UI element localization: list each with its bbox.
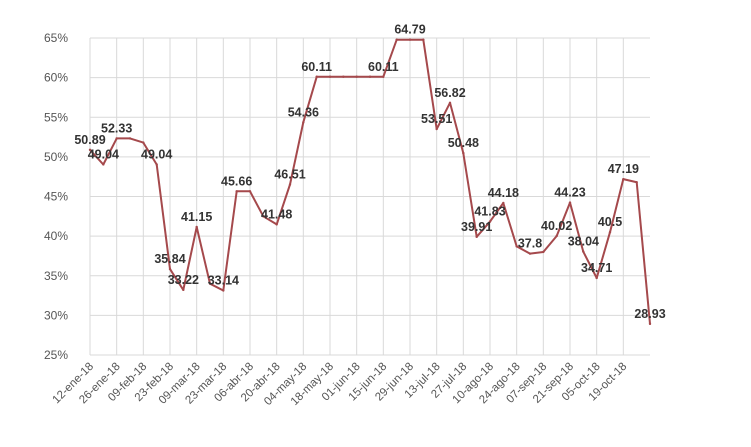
y-tick-label: 45%	[44, 190, 68, 204]
data-label: 41.48	[261, 207, 292, 221]
data-point	[368, 75, 372, 78]
data-point	[528, 252, 532, 255]
data-label: 52.33	[101, 121, 132, 135]
data-point	[355, 75, 358, 78]
data-point	[155, 163, 158, 166]
data-label: 50.48	[448, 136, 479, 150]
data-label: 53.51	[421, 112, 452, 126]
data-point	[648, 322, 652, 326]
data-label: 49.04	[88, 147, 119, 161]
data-point	[328, 75, 332, 78]
data-label: 33.22	[168, 273, 199, 287]
data-point	[502, 201, 505, 205]
data-point	[635, 181, 638, 184]
data-point	[102, 163, 105, 166]
data-label: 38.04	[568, 235, 599, 249]
data-point	[288, 183, 292, 186]
data-point	[88, 148, 92, 152]
data-point	[582, 250, 585, 253]
y-tick-label: 25%	[44, 348, 68, 362]
data-point	[382, 75, 385, 78]
data-point	[222, 289, 225, 292]
y-tick-label: 35%	[44, 269, 68, 283]
data-point	[408, 38, 412, 41]
data-label: 41.15	[181, 210, 212, 224]
data-point	[622, 177, 625, 181]
data-point	[182, 288, 185, 292]
y-tick-label: 60%	[44, 71, 68, 85]
data-point	[168, 267, 172, 271]
data-point	[395, 38, 398, 41]
data-label: 40.02	[541, 219, 572, 233]
data-point	[462, 151, 465, 155]
data-label: 50.89	[74, 133, 105, 147]
data-point	[315, 75, 318, 78]
data-point	[208, 282, 212, 285]
data-point	[275, 223, 278, 226]
data-label: 64.79	[394, 23, 425, 37]
data-label: 46.51	[274, 168, 305, 182]
data-label: 28.93	[634, 307, 665, 321]
data-point	[435, 127, 438, 131]
data-point	[342, 75, 345, 78]
data-point	[115, 137, 118, 140]
data-point	[248, 190, 252, 193]
data-point	[422, 38, 425, 41]
data-point	[302, 121, 305, 124]
data-label: 60.11	[368, 60, 399, 74]
y-tick-label: 30%	[44, 308, 68, 322]
data-point	[568, 201, 572, 204]
data-label: 39.91	[461, 220, 492, 234]
data-point	[448, 101, 452, 105]
data-point	[555, 234, 558, 238]
data-label: 34.71	[581, 261, 612, 275]
data-label: 35.84	[154, 252, 185, 266]
y-tick-label: 40%	[44, 229, 68, 243]
data-label: 37.8	[518, 237, 542, 251]
data-label: 60.11	[301, 60, 332, 74]
data-label: 56.82	[434, 86, 465, 100]
data-point	[475, 235, 478, 239]
data-label: 45.66	[221, 174, 252, 188]
data-point	[515, 245, 518, 248]
data-label: 54.36	[288, 105, 319, 119]
data-point	[195, 225, 198, 229]
data-point	[595, 276, 598, 280]
data-point	[488, 220, 492, 223]
data-point	[262, 215, 265, 218]
data-label: 44.23	[554, 186, 585, 200]
data-label: 49.04	[141, 147, 172, 161]
data-point	[608, 230, 612, 234]
data-label: 40.5	[598, 215, 622, 229]
data-point	[142, 141, 145, 144]
data-label: 47.19	[608, 162, 639, 176]
y-tick-label: 50%	[44, 150, 68, 164]
data-label: 44.18	[488, 186, 519, 200]
data-point	[128, 137, 132, 140]
data-point	[235, 190, 238, 193]
data-label: 33.14	[208, 273, 239, 287]
data-label: 41.83	[474, 205, 505, 219]
y-tick-label: 55%	[44, 110, 68, 124]
data-point	[542, 250, 545, 254]
y-tick-label: 65%	[44, 31, 68, 45]
